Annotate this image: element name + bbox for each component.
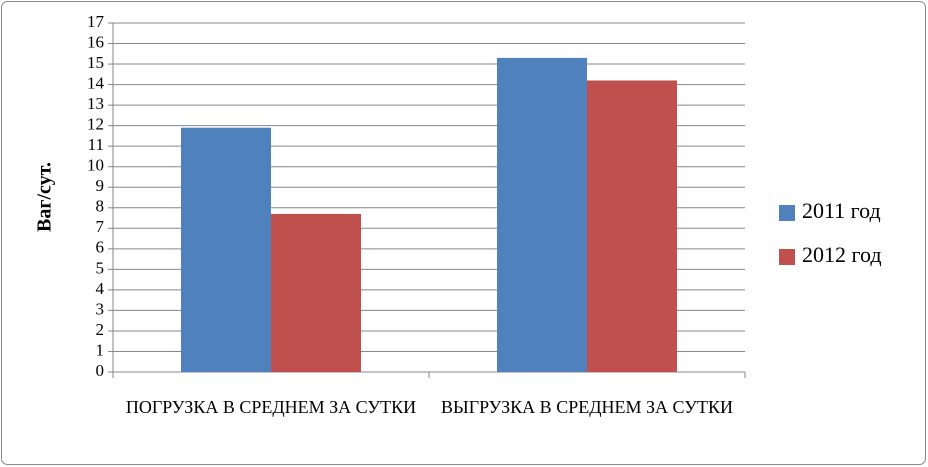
x-tick-label: ПОГРУЗКА В СРЕДНЕМ ЗА СУТКИ: [125, 397, 417, 417]
bar: [271, 213, 361, 372]
y-tick-label: 6: [96, 238, 105, 257]
y-tick-label: 8: [96, 197, 105, 216]
y-tick-label: 5: [96, 258, 105, 277]
legend-label: 2012 год: [802, 242, 882, 267]
y-tick-label: 16: [87, 32, 104, 51]
y-tick-label: 3: [96, 299, 105, 318]
y-tick-label: 0: [96, 361, 105, 380]
bar: [181, 127, 271, 372]
y-tick-label: 7: [96, 217, 105, 236]
y-tick-label: 4: [96, 279, 105, 298]
y-tick-label: 15: [87, 53, 104, 72]
y-tick-label: 2: [96, 320, 105, 339]
y-tick-label: 13: [87, 94, 104, 113]
bar: [497, 57, 587, 373]
legend-label: 2011 год: [802, 198, 881, 223]
legend-swatch: [779, 205, 795, 221]
y-tick-label: 14: [87, 73, 105, 92]
y-tick-label: 12: [87, 115, 104, 134]
bar: [587, 80, 677, 372]
y-tick-label: 1: [96, 340, 105, 359]
y-tick-label: 9: [96, 176, 105, 195]
y-tick-label: 11: [88, 135, 104, 154]
legend-swatch: [779, 249, 795, 265]
y-tick-label: 17: [87, 12, 105, 31]
x-tick-label: ВЫГРУЗКА В СРЕДНЕМ ЗА СУТКИ: [440, 397, 734, 417]
y-tick-label: 10: [87, 156, 104, 175]
y-axis-label: Ваг/сут.: [34, 162, 56, 232]
